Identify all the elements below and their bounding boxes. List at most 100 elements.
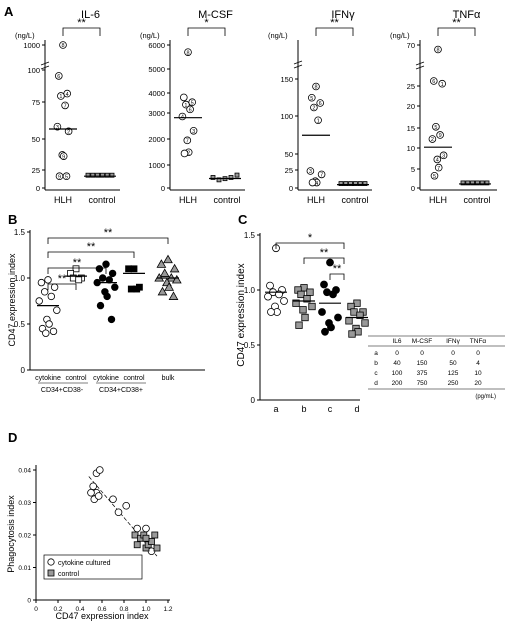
a4-hlh-point-label: 7	[437, 166, 440, 172]
a2-hlh-point-label: 8	[186, 50, 189, 56]
a4-hlh-point-label: 6	[432, 79, 435, 85]
b-x-label-cytokine-2: cytokine	[93, 375, 119, 382]
a3-hlh-point-label: 4	[315, 181, 318, 187]
a1-y-tick-label: 25	[32, 166, 40, 175]
a4-hlh-point	[433, 155, 442, 164]
d-y-tick-label: 0.03	[18, 500, 31, 507]
a3-unit: (ng/L)	[268, 31, 288, 40]
d-cytokine-point	[114, 508, 123, 517]
a4-control-point	[474, 180, 480, 186]
a1-title: IL-6	[81, 9, 100, 21]
d-y-tick-label: 0.01	[18, 565, 31, 572]
c-b-point	[308, 302, 316, 311]
b-sig-2-bracket	[47, 267, 107, 274]
a4-hlh-point	[434, 45, 442, 54]
a2-significance-label: *	[204, 17, 209, 29]
c-d-point	[353, 299, 361, 307]
b-cytokine-point	[96, 301, 105, 310]
c-table-cell: 125	[448, 370, 459, 377]
c-table-cell: 40	[393, 360, 401, 367]
c-table-unit: (pg/mL)	[475, 394, 496, 400]
a1-y-tick-label: 50	[32, 135, 40, 144]
b-control-point	[133, 285, 141, 293]
d-x-tick-label: 0.8	[119, 606, 128, 613]
d-cytokine-point	[133, 524, 142, 533]
b-bulk-point	[156, 259, 167, 268]
a3-hlh-point	[314, 116, 322, 125]
c-sig-2-bracket	[303, 257, 345, 264]
d-x-tick-label: 0.2	[53, 606, 62, 613]
a1-hlh-point	[59, 152, 68, 160]
b-bulk-point	[169, 263, 180, 273]
c-table-cell: 750	[417, 380, 428, 387]
c-table-cell: 4	[476, 360, 480, 367]
a1-significance-bracket	[62, 27, 101, 36]
a4-y-tick-label: 0	[411, 184, 415, 193]
a2-control-point	[210, 175, 216, 180]
a4-axis-break	[415, 61, 425, 70]
a4-hlh-point	[429, 77, 438, 85]
c-b-point	[297, 290, 305, 299]
a3-axis-break	[293, 60, 303, 69]
c-table-cell: 50	[449, 360, 457, 367]
a4-x-label-control: control	[463, 195, 490, 205]
b-sig-4-bracket	[47, 237, 169, 244]
c-b-point	[295, 321, 303, 329]
a4-significance-label: **	[452, 17, 461, 29]
d-x-tick-label: 0.6	[97, 606, 106, 613]
d-cytokine-point	[109, 495, 117, 504]
b-cytokine-point	[111, 283, 119, 291]
a3-hlh-point	[316, 99, 325, 107]
b-y-tick-label: 1.5	[14, 228, 26, 237]
d-control-point	[142, 534, 150, 542]
a3-hlh-point	[307, 93, 316, 102]
a4-hlh-point-label: 5	[434, 125, 437, 131]
a4-hlh-point-label: 5	[433, 174, 436, 180]
b-y-tick-label: 1.0	[14, 274, 26, 283]
a3-significance-bracket	[315, 27, 354, 36]
b-group-label-2: CD34+CD38+	[99, 387, 143, 394]
b-x-label-control-1: control	[65, 375, 86, 382]
d-y-tick-label: 0.02	[18, 533, 31, 540]
d-legend-cytokine-label: cytokine cultured	[58, 560, 111, 567]
a2-hlh-point	[180, 149, 189, 158]
c-table-header: IL6	[392, 338, 401, 345]
a1-hlh-point-label: 5	[65, 174, 68, 180]
b-sig-4-label: **	[104, 227, 113, 239]
panel-label-c: C	[238, 212, 248, 227]
c-d-point	[354, 328, 362, 336]
b-cytokine-point	[42, 329, 50, 337]
a3-control-point	[362, 181, 368, 187]
b-cytokine-point	[41, 288, 49, 296]
c-table-cell: 250	[448, 380, 459, 387]
a3-hlh-point	[317, 170, 326, 179]
b-bulk-point	[171, 274, 182, 284]
a2-hlh-point	[183, 136, 192, 145]
a3-x-label-control: control	[341, 195, 368, 205]
d-control-point	[153, 544, 161, 552]
c-sig-1-bracket	[275, 242, 345, 249]
a3-hlh-point-label: 1	[317, 118, 320, 124]
a3-y-tick-label: 50	[285, 150, 293, 159]
d-y-tick-label: 0	[27, 598, 31, 605]
c-x-label-c: c	[328, 404, 333, 414]
c-d-point	[345, 317, 353, 325]
b-y-tick-label: 0	[21, 366, 26, 375]
d-x-axis-label: CD47 expression index	[55, 611, 149, 621]
a4-control-point	[460, 180, 466, 186]
a1-control-point	[95, 172, 100, 178]
a2-hlh-point-label: 7	[186, 139, 189, 145]
a1-hlh-point-label: 8	[61, 43, 64, 49]
a4-y-tick-label: 15	[407, 124, 415, 133]
a3-significance-label: **	[330, 17, 339, 29]
b-cytokine-point	[49, 327, 58, 336]
a4-control-point	[484, 180, 490, 186]
b-x-label-cytokine-1: cytokine	[35, 375, 61, 382]
c-c-point	[326, 258, 334, 267]
panel-label-b: B	[8, 212, 17, 227]
a4-hlh-point-label: 9	[439, 133, 442, 139]
a4-y-tick-label: 20	[407, 102, 415, 111]
d-control-point	[133, 541, 141, 549]
a2-hlh-point-label: 1	[184, 103, 187, 109]
c-table-row-label: d	[374, 380, 378, 387]
